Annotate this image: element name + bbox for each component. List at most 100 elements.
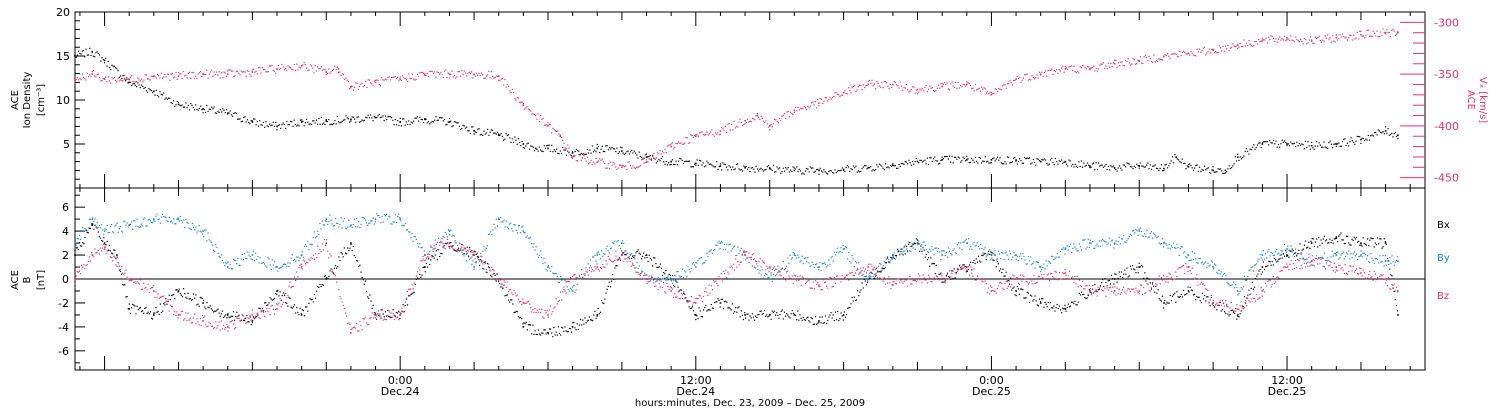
density-sample-dot [1030,163,1032,165]
by-sample-dot [1029,256,1032,258]
density-sample-dot [599,151,601,154]
bx-sample-dot [393,314,395,316]
speed-sample-dot [519,101,521,103]
by-sample-dot [1199,258,1201,260]
by-sample-dot [338,226,340,228]
bx-sample-dot [753,319,756,321]
bx-sample-dot [1032,300,1034,302]
density-sample-dot [1200,170,1202,173]
bx-sample-dot [382,313,384,315]
by-sample-dot [367,224,369,227]
by-sample-dot [953,248,955,250]
bx-sample-dot [373,312,375,314]
density-sample-dot [860,170,862,173]
by-sample-dot [1038,266,1041,268]
bx-sample-dot [1330,241,1332,244]
by-sample-dot [149,220,151,222]
speed-sample-dot [1016,75,1018,77]
bx-sample-dot [790,313,792,315]
density-sample-dot [987,160,989,162]
speed-sample-dot [1208,48,1211,50]
speed-sample-dot [1336,39,1339,41]
density-sample-dot [1261,142,1264,144]
by-sample-dot [854,260,857,263]
density-sample-dot [184,106,186,108]
bx-sample-dot [641,255,644,257]
density-sample-dot [344,119,346,121]
bx-sample-dot [136,305,138,307]
bx-sample-dot [1340,232,1342,234]
bx-sample-dot [398,310,400,312]
density-sample-dot [957,156,959,158]
speed-sample-dot [204,73,207,76]
bx-sample-dot [426,266,429,268]
density-sample-dot [916,160,919,162]
bx-sample-dot [862,287,864,289]
density-sample-dot [1077,166,1079,169]
density-data-point [1261,143,1264,145]
by-sample-dot [549,270,552,272]
density-sample-dot [420,118,422,121]
by-sample-dot [873,273,875,275]
bx-sample-dot [518,317,521,319]
density-sample-dot [1328,141,1330,144]
by-sample-dot [95,226,97,228]
by-sample-dot [285,264,287,266]
by-sample-dot [762,277,765,279]
density-sample-dot [905,161,908,163]
speed-sample-dot [698,132,701,134]
speed-sample-dot [962,83,964,85]
density-sample-dot [1063,161,1065,163]
speed-sample-dot [1245,42,1247,44]
by-sample-dot [838,252,840,254]
speed-sample-dot [771,126,773,128]
by-sample-dot [247,251,249,253]
bx-sample-dot [75,247,77,249]
by-sample-dot [653,282,655,284]
bx-sample-dot [852,300,854,302]
speed-sample-dot [1271,35,1273,37]
speed-sample-dot [755,115,757,117]
density-sample-dot [1388,134,1390,136]
bx-sample-dot [613,278,615,280]
density-sample-dot [753,168,755,170]
density-sample-dot [1243,155,1245,157]
speed-sample-dot [804,107,807,109]
by-sample-dot [287,262,289,264]
density-sample-dot [1368,139,1371,141]
bx-data-point [1113,278,1116,280]
speed-sample-dot [649,158,651,161]
by-sample-dot [410,237,412,239]
density-sample-dot [1149,164,1151,166]
bx-sample-dot [648,254,650,256]
by-sample-dot [571,288,573,291]
density-sample-dot [923,160,925,162]
bx-sample-dot [333,267,336,269]
by-sample-dot [194,229,196,231]
bx-sample-dot [1246,297,1248,299]
bx-sample-dot [804,319,807,321]
density-sample-dot [600,148,602,150]
by-sample-dot [1265,253,1267,255]
bx-sample-dot [589,319,592,321]
bx-sample-dot [1147,278,1149,280]
bx-sample-dot [465,253,467,255]
bx-sample-dot [1025,297,1027,299]
by-sample-dot [931,246,933,248]
bx-sample-dot [1207,296,1209,298]
bx-sample-dot [265,302,267,304]
by-sample-dot [826,266,828,268]
density-sample-dot [511,138,513,140]
by-sample-dot [892,256,894,258]
density-sample-dot [426,122,428,124]
by-sample-dot [1215,264,1217,266]
speed-sample-dot [737,126,739,128]
bx-sample-dot [977,255,980,257]
by-sample-dot [1269,255,1271,257]
by-sample-dot [858,261,860,264]
speed-sample-dot [911,86,914,88]
speed-sample-dot [1360,30,1362,32]
by-sample-dot [727,251,729,253]
by-sample-dot [1016,256,1018,258]
by-sample-dot [1188,259,1190,262]
